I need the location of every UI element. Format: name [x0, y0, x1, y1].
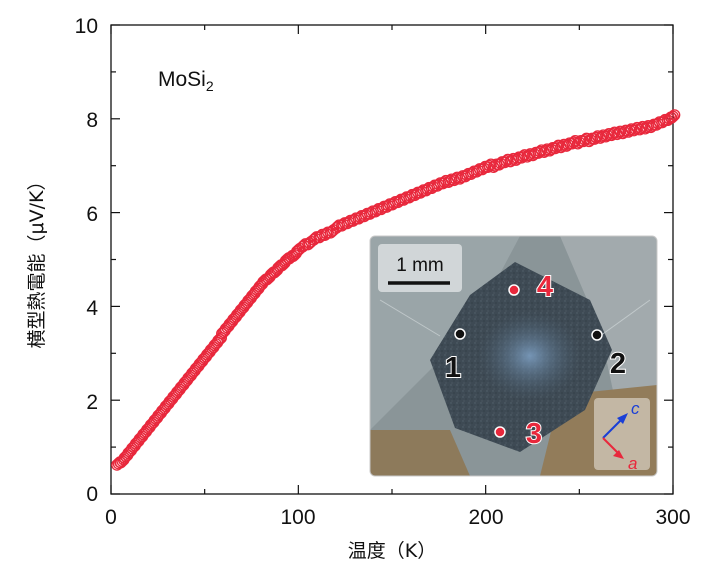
contact-point-4-dot [508, 284, 520, 296]
data-point [482, 161, 494, 173]
data-point [470, 165, 483, 178]
data-point [465, 168, 477, 180]
data-point [341, 217, 354, 230]
data-point [369, 205, 382, 218]
data-point [392, 196, 404, 209]
material-annotation-main: MoSi [158, 68, 206, 91]
contact-point-4-label: 4 [537, 271, 553, 303]
axis-ticks [110, 24, 674, 495]
data-point [307, 233, 320, 246]
data-point [403, 191, 416, 204]
data-point [650, 119, 663, 131]
data-point [656, 116, 668, 129]
data-point [668, 109, 681, 121]
data-point [397, 194, 410, 206]
data-point [487, 161, 500, 173]
data-point [583, 135, 595, 148]
data-point [657, 115, 670, 127]
data-point [347, 215, 359, 227]
scale-bar: 1 mm [378, 244, 462, 292]
data-points [111, 109, 681, 471]
material-annotation: MoSi2 [158, 68, 214, 94]
crystal-axis-a-label: a [628, 454, 637, 473]
data-point [319, 229, 331, 241]
contact-point-2-dot [591, 329, 603, 341]
data-point [510, 154, 522, 166]
data-point [560, 140, 573, 152]
data-point [543, 144, 556, 157]
data-point [577, 135, 590, 148]
data-point [352, 212, 365, 225]
data-point [409, 189, 421, 202]
crystal-axes: c a [594, 398, 650, 473]
x-tick-label-100: 100 [280, 506, 315, 529]
y-tick-label-4: 4 [86, 297, 98, 320]
data-point [335, 219, 348, 232]
data-point [358, 210, 371, 223]
y-tick-label-6: 6 [86, 203, 98, 226]
scale-bar-label: 1 mm [396, 255, 444, 276]
x-tick-label-300: 300 [655, 506, 690, 529]
data-point [213, 333, 226, 346]
contact-point-3-label: 3 [526, 418, 542, 450]
data-point [380, 201, 393, 213]
y-tick-label-10: 10 [75, 15, 98, 38]
data-point [320, 227, 333, 240]
y-tick-label-2: 2 [86, 391, 98, 414]
inset-photo: 1 mm 1 2 3 4 c a [369, 235, 658, 477]
data-point [459, 170, 472, 183]
data-point [313, 231, 326, 244]
contact-point-2-label: 2 [610, 348, 626, 380]
x-tick-label-200: 200 [468, 506, 503, 529]
data-point [364, 208, 376, 220]
data-point [414, 187, 427, 199]
data-point [298, 239, 310, 252]
data-point [665, 112, 678, 124]
data-point [493, 158, 506, 171]
data-point [527, 149, 539, 162]
contact-point-1-label: 1 [445, 352, 461, 384]
data-point [645, 121, 657, 134]
data-point [425, 182, 438, 195]
x-tick-label-0: 0 [105, 506, 117, 529]
contact-point-3-dot [494, 426, 506, 438]
data-point [667, 110, 679, 123]
contact-point-1-dot [454, 328, 466, 340]
data-point [420, 184, 432, 197]
data-point [386, 198, 399, 211]
data-point [571, 137, 584, 150]
data-point [453, 172, 466, 185]
data-point [566, 137, 579, 150]
data-point [476, 163, 489, 176]
y-tick-label-0: 0 [86, 483, 98, 506]
x-axis-title: 温度（K） [348, 540, 436, 562]
crystal-axis-c-label: c [631, 399, 640, 418]
data-point [375, 203, 387, 216]
y-tick-label-8: 8 [86, 109, 98, 132]
y-axis-title: 横型熱電能（μV/K） [26, 172, 48, 349]
data-point [212, 334, 225, 347]
data-point [296, 240, 309, 253]
data-point [431, 180, 444, 192]
data-point [330, 222, 343, 234]
material-annotation-sub: 2 [206, 78, 214, 94]
